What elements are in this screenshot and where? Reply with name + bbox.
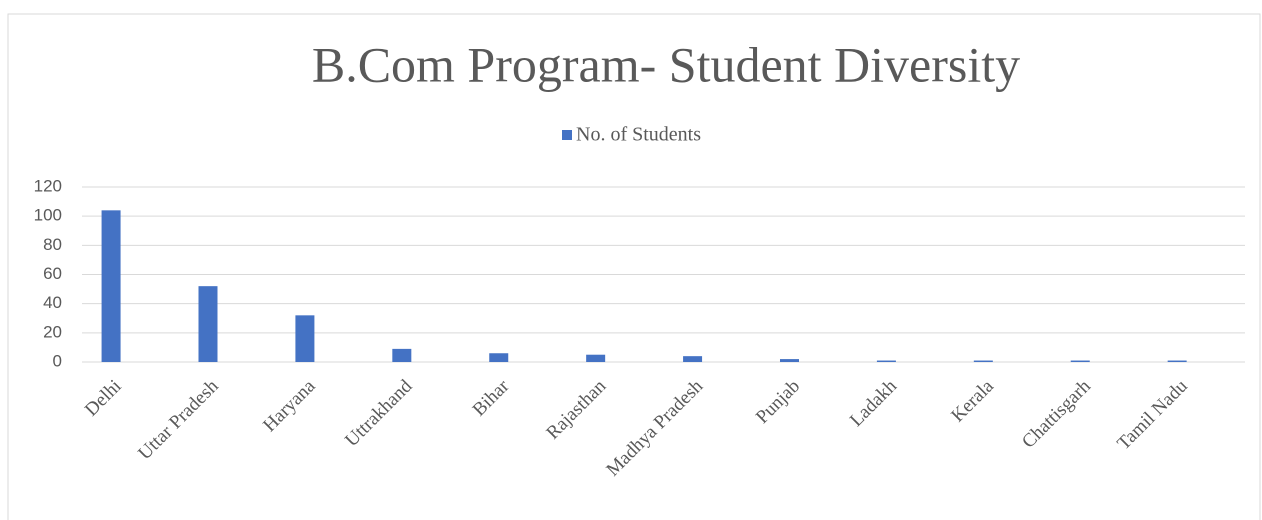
bar [489, 353, 509, 362]
bar [876, 360, 896, 362]
bar [392, 348, 412, 362]
bar [683, 356, 703, 362]
y-tick-label: 100 [34, 206, 62, 225]
bar [198, 286, 218, 362]
y-tick-label: 0 [53, 351, 62, 370]
y-tick-label: 40 [43, 293, 62, 312]
chart-title: B.Com Program- Student Diversity [312, 36, 1020, 92]
legend-label: No. of Students [576, 124, 701, 146]
legend-swatch [562, 130, 572, 140]
y-tick-label: 120 [34, 176, 62, 195]
bar [295, 315, 315, 362]
bar [1070, 360, 1090, 362]
y-tick-label: 60 [43, 264, 62, 283]
bar [101, 210, 121, 362]
bar [779, 359, 799, 362]
y-tick-label: 80 [43, 235, 62, 254]
chart-frame [7, 13, 1261, 520]
y-tick-label: 20 [43, 322, 62, 341]
bar [586, 354, 606, 362]
bar [1167, 360, 1187, 362]
bar [973, 360, 993, 362]
